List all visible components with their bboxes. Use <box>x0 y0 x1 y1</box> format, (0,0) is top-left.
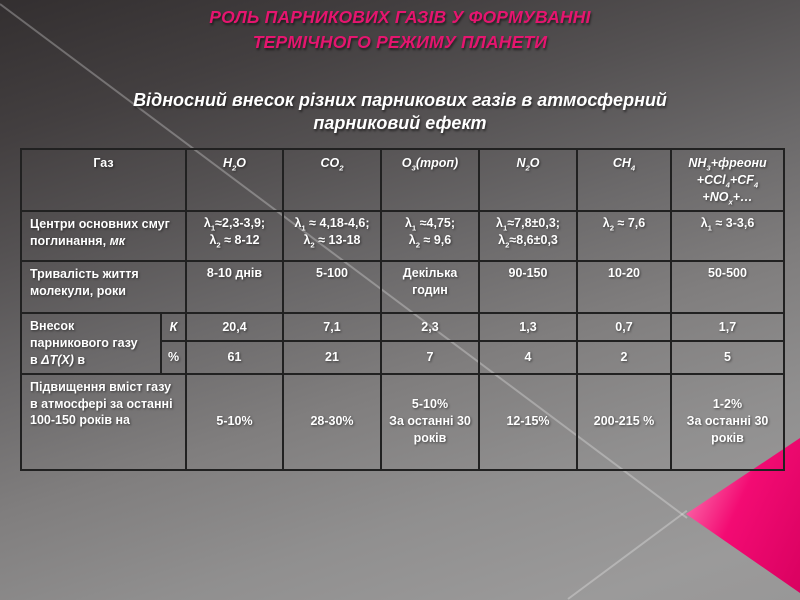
contribution-pct-sublabel: % <box>160 340 187 375</box>
greenhouse-gas-table: Газ H2O CO2 O3(троп) N2O CH4 NH3+фреони +… <box>20 148 785 471</box>
table-cell: λ1 ≈ 3-3,6 <box>670 210 785 262</box>
table-cell: 8-10 днів <box>185 260 284 314</box>
table-cell: 7 <box>380 340 480 375</box>
contribution-k-sublabel: К <box>160 311 187 343</box>
slide-title-line2: ТЕРМІЧНОГО РЕЖИМУ ПЛАНЕТИ <box>252 31 548 52</box>
table-cell: 5 <box>670 340 785 375</box>
diagonal-line-lower <box>567 509 688 600</box>
header-cell-o3: O3(троп) <box>380 148 480 212</box>
increase-row-label: Підвищення вміст газу в атмосфері за оста… <box>20 372 187 471</box>
table-cell: 5-100 <box>282 260 382 314</box>
table-cell: 61 <box>185 340 284 375</box>
header-row: Газ H2O CO2 O3(троп) N2O CH4 NH3+фреони +… <box>20 148 785 212</box>
table-cell: 0,7 <box>576 311 672 343</box>
slide-subtitle-line1: Відносний внесок різних парникових газів… <box>133 90 667 110</box>
slide-subtitle-line2: парниковий ефект <box>313 113 487 134</box>
table-cell: 12-15% <box>478 372 578 471</box>
table-cell: 20,4 <box>185 311 284 343</box>
contribution-k-row: Внесок парникового газу в ΔT(X) в К 20,4 7… <box>20 311 785 375</box>
header-cell-co2: CO2 <box>282 148 382 212</box>
table-cell: 2 <box>576 340 672 375</box>
table-cell: 1-2% За останні 30 років <box>670 372 785 471</box>
table-cell: λ1 ≈ 4,18-4,6; λ2 ≈ 13-18 <box>282 210 382 262</box>
table-cell: 5-10% За останні 30 років <box>380 372 480 471</box>
slide-subtitle: Відносний внесок різних парникових газів… <box>0 89 800 135</box>
table-cell: 90-150 <box>478 260 578 314</box>
table-cell: 21 <box>282 340 382 375</box>
table-cell: 7,1 <box>282 311 382 343</box>
header-cell-ch4: CH4 <box>576 148 672 212</box>
table-cell: 1,3 <box>478 311 578 343</box>
table-cell: λ1≈2,3-3,9; λ2 ≈ 8-12 <box>185 210 284 262</box>
table-cell: 200-215 % <box>576 372 672 471</box>
table-cell: Декілька годин <box>380 260 480 314</box>
slide-title-line1: РОЛЬ ПАРНИКОВИХ ГАЗІВ У ФОРМУВАННІ <box>209 7 591 27</box>
increase-row: Підвищення вміст газу в атмосфері за оста… <box>20 372 785 471</box>
header-cell-freons: NH3+фреони +CCl4+CF4 +NOx+… <box>670 148 785 212</box>
header-cell-h2o: H2O <box>185 148 284 212</box>
absorption-row-label: Центри основних смуг поглинання, мк <box>20 210 187 262</box>
contribution-pct-row: % 61 21 7 4 2 5 <box>21 340 785 375</box>
header-cell-n2o: N2O <box>478 148 578 212</box>
table-cell: λ1 ≈4,75; λ2 ≈ 9,6 <box>380 210 480 262</box>
table-cell: 50-500 <box>670 260 785 314</box>
slide-title: РОЛЬ ПАРНИКОВИХ ГАЗІВ У ФОРМУВАННІ ТЕРМІ… <box>0 5 800 55</box>
table-cell: 2,3 <box>380 311 480 343</box>
header-cell-gas: Газ <box>20 148 187 212</box>
lifetime-row-label: Тривалість життя молекули, роки <box>20 260 187 314</box>
table-cell: 10-20 <box>576 260 672 314</box>
absorption-row: Центри основних смуг поглинання, мк λ1≈2,… <box>20 210 785 262</box>
table-cell: λ2 ≈ 7,6 <box>576 210 672 262</box>
contribution-row-label: Внесок парникового газу в ΔT(X) в <box>20 312 162 375</box>
table-cell: λ1≈7,8±0,3; λ2≈8,6±0,3 <box>478 210 578 262</box>
table-cell: 5-10% <box>185 372 284 471</box>
table-cell: 28-30% <box>282 372 382 471</box>
table-cell: 1,7 <box>670 311 785 343</box>
table-cell: 4 <box>478 340 578 375</box>
lifetime-row: Тривалість життя молекули, роки 8-10 днів… <box>20 260 785 314</box>
